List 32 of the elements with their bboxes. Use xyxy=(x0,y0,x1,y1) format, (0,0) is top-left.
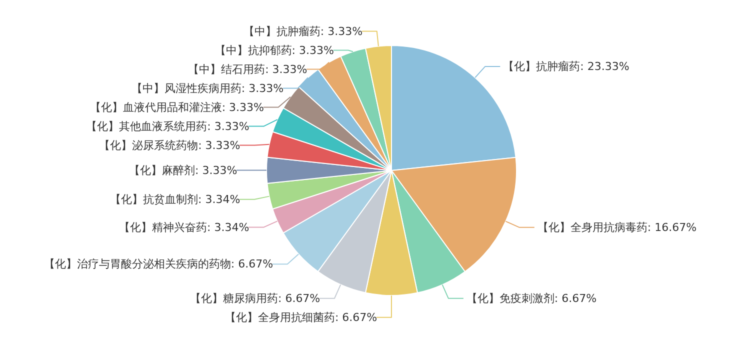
slice-label: 【中】抗抑郁药 xyxy=(214,44,292,57)
data-label: : 3.34% xyxy=(207,220,250,234)
data-label: : 3.33% xyxy=(222,100,264,114)
slice-label: 【化】其他血液系统用药 xyxy=(86,120,208,133)
slice-label: 【化】免疫刺激剂 xyxy=(466,292,554,305)
slice-label: 【化】泌尿系统药物 xyxy=(99,138,198,152)
data-label: : 3.33% xyxy=(198,138,240,152)
data-label: : 3.34% xyxy=(198,192,240,206)
data-label: : 16.67% xyxy=(647,220,697,234)
slice-label: 【化】治疗与胃酸分泌相关疾病的药物 xyxy=(44,258,231,271)
data-label: : 3.33% xyxy=(265,62,308,76)
slice-label: 【化】全身用抗病毒药 xyxy=(537,220,648,234)
slice-label: 【中】风湿性疾病用药 xyxy=(131,82,242,95)
data-label: : 6.67% xyxy=(278,292,320,305)
slice-label: 【化】全身用抗细菌药 xyxy=(224,310,335,324)
slice-label: 【中】结石用药 xyxy=(188,62,266,76)
slice-label: 【化】精神兴奋药 xyxy=(119,220,208,234)
data-label: : 3.33% xyxy=(320,24,363,38)
data-label: : 6.67% xyxy=(230,258,274,271)
slice-label: 【化】抗肿瘤药 xyxy=(503,60,580,73)
slice-label: 【化】麻醉剂 xyxy=(129,164,195,177)
data-label: : 3.33% xyxy=(292,44,334,57)
data-label: : 23.33% xyxy=(580,60,630,73)
data-label: : 3.33% xyxy=(195,164,238,177)
slice-label: 【化】血液代用品和灌注液 xyxy=(90,100,222,114)
data-label: : 3.33% xyxy=(241,82,284,95)
data-label: : 6.67% xyxy=(554,292,597,305)
data-label: : 3.33% xyxy=(207,120,250,133)
slice-label: 【化】抗贫血制剂 xyxy=(110,192,198,206)
data-label: : 6.67% xyxy=(334,310,378,324)
slice-label: 【中】抗肿瘤药 xyxy=(243,24,320,38)
slice-label: 【化】糖尿病用药 xyxy=(190,292,278,305)
